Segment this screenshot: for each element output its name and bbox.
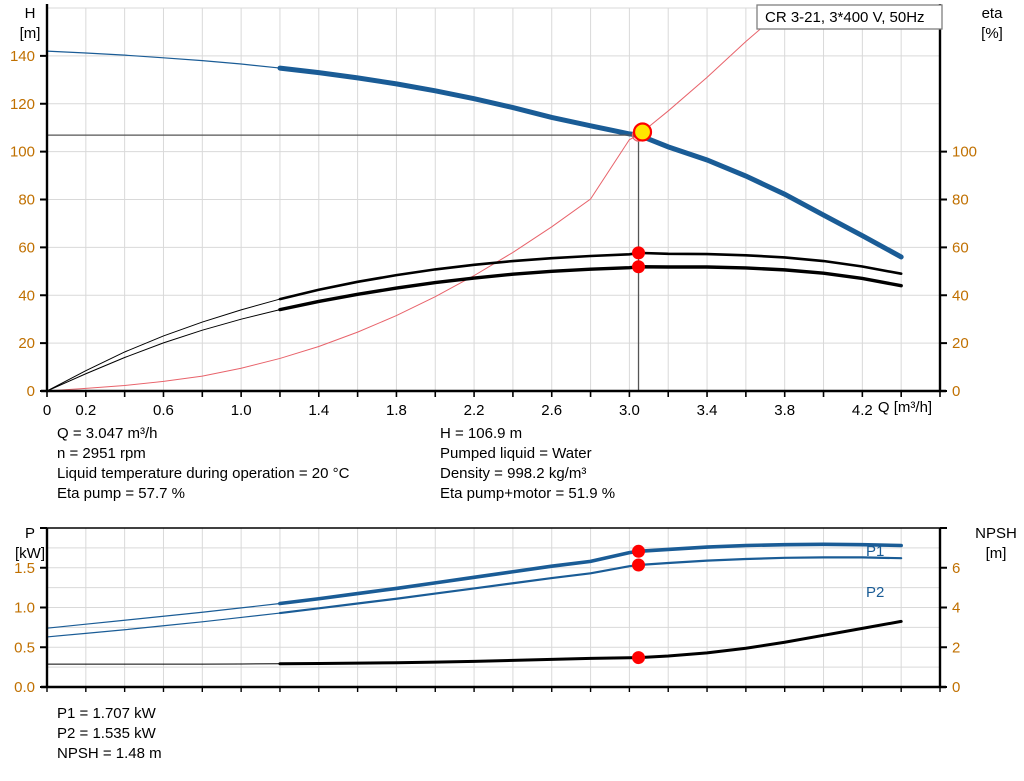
- top-y-right-unit: [%]: [981, 25, 1003, 42]
- top-y-right-tick: 60: [952, 239, 969, 256]
- top-y-left-tick: 100: [10, 144, 35, 161]
- top-y-left-tick: 20: [18, 335, 35, 352]
- bottom-y-right-unit: [m]: [986, 545, 1007, 562]
- top-x-tick: 1.0: [231, 402, 252, 419]
- top-y-left-tick: 120: [10, 96, 35, 113]
- bottom-y-right-tick: 4: [952, 600, 960, 617]
- top-chart-curves: [46, 8, 904, 392]
- top-x-tick: 0.2: [75, 402, 96, 419]
- top-x-tick: 0.6: [153, 402, 174, 419]
- top-y-left-tick: 60: [18, 239, 35, 256]
- top-x-tick: 3.0: [619, 402, 640, 419]
- bottom-y-left-tick: 0.0: [14, 679, 35, 696]
- top-x-tick: 0: [43, 402, 51, 419]
- top-y-left-tick: 40: [18, 287, 35, 304]
- bottom-y-left-tick: 1.0: [14, 600, 35, 617]
- info-line-density: Density = 998.2 kg/m³: [440, 465, 587, 482]
- info-line-n: n = 2951 rpm: [57, 445, 146, 462]
- title-box: CR 3-21, 3*400 V, 50Hz: [756, 4, 943, 30]
- bottom-chart-curves: [46, 542, 903, 666]
- top-x-tick: 3.8: [774, 402, 795, 419]
- top-y-left-title: H: [25, 5, 36, 22]
- info-line-temperature: Liquid temperature during operation = 20…: [57, 465, 350, 482]
- bottom-y-right-tick: 0: [952, 679, 960, 696]
- top-chart-grid: [46, 7, 941, 392]
- info-line-eta-pump: Eta pump = 57.7 %: [57, 485, 185, 502]
- bottom-y-left-unit: [kW]: [15, 545, 45, 562]
- top-y-right-title: eta: [982, 5, 1004, 22]
- info-line-eta-pump-motor: Eta pump+motor = 51.9 %: [440, 485, 616, 502]
- info-block-bottom: P1 = 1.707 kW P2 = 1.535 kW NPSH = 1.48 …: [57, 704, 162, 764]
- top-chart-labels: 0 20 40 60 80 100 120 140 0 20 40 60 80 100 0 0.2 0.6 1.0…: [10, 5, 1003, 419]
- top-x-tick: 2.2: [464, 402, 485, 419]
- top-x-tick: 4.2: [852, 402, 873, 419]
- top-y-right-tick: 100: [952, 144, 977, 161]
- bottom-chart-labels: 0.0 0.5 1.0 1.5 0 2 4 6 P [kW] NPSH [m] P1 P2: [14, 525, 1017, 696]
- p1-curve-label: P1: [866, 543, 884, 560]
- top-chart-axes: [40, 4, 947, 397]
- top-x-title: Q [m³/h]: [878, 399, 932, 416]
- bottom-y-left-tick: 0.5: [14, 639, 35, 656]
- top-y-right-tick: 0: [952, 383, 960, 400]
- top-x-tick: 1.4: [308, 402, 329, 419]
- top-y-right-tick: 40: [952, 287, 969, 304]
- top-y-right-tick: 80: [952, 192, 969, 209]
- info-line-pumped-liquid: Pumped liquid = Water: [440, 445, 592, 462]
- info-line-npsh: NPSH = 1.48 m: [57, 745, 162, 762]
- info-block-right: H = 106.9 m Pumped liquid = Water Densit…: [440, 424, 615, 504]
- bottom-chart-axes: [40, 527, 947, 692]
- top-x-tick: 2.6: [541, 402, 562, 419]
- top-y-left-tick: 80: [18, 192, 35, 209]
- title-box-label: CR 3-21, 3*400 V, 50Hz: [765, 9, 925, 26]
- info-line-h: H = 106.9 m: [440, 425, 523, 442]
- top-x-tick: 3.4: [697, 402, 718, 419]
- info-line-p2: P2 = 1.535 kW: [57, 725, 156, 742]
- bottom-y-left-tick: 1.5: [14, 560, 35, 577]
- top-x-tick: 1.8: [386, 402, 407, 419]
- bottom-y-right-title: NPSH: [975, 525, 1017, 542]
- bottom-y-right-tick: 6: [952, 560, 960, 577]
- top-y-left-tick: 140: [10, 48, 35, 65]
- top-y-right-tick: 20: [952, 335, 969, 352]
- top-y-left-unit: [m]: [20, 25, 41, 42]
- p2-curve-label: P2: [866, 584, 884, 601]
- info-line-p1: P1 = 1.707 kW: [57, 705, 156, 722]
- info-block-left: Q = 3.047 m³/h n = 2951 rpm Liquid tempe…: [57, 424, 349, 504]
- bottom-y-left-title: P: [25, 525, 35, 542]
- top-y-left-tick: 0: [27, 383, 35, 400]
- info-line-q: Q = 3.047 m³/h: [57, 425, 158, 442]
- bottom-chart-grid: [46, 527, 941, 688]
- bottom-y-right-tick: 2: [952, 639, 960, 656]
